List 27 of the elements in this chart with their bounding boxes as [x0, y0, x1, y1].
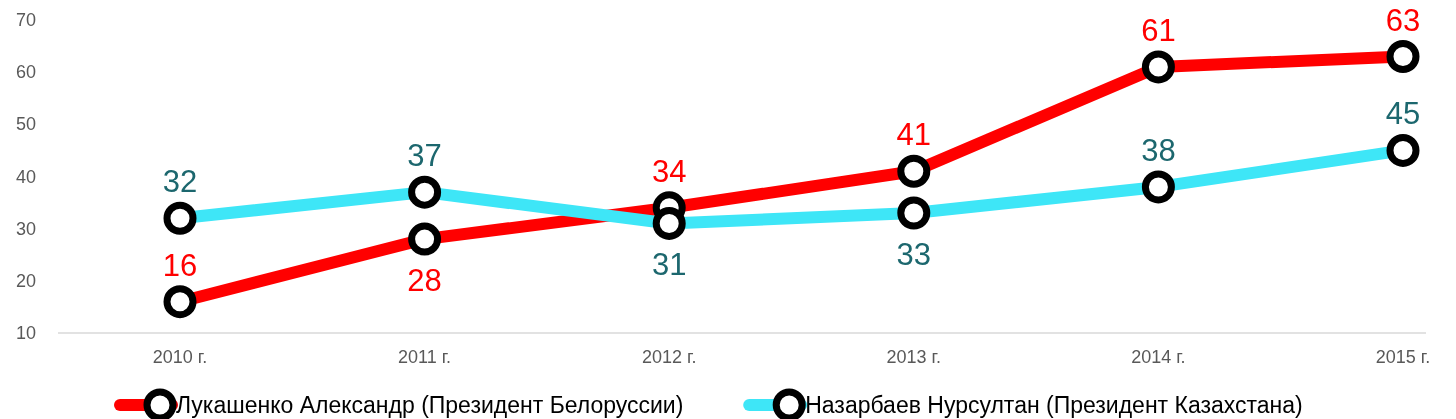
data-label: 16: [162, 247, 198, 283]
data-label: 38: [1141, 132, 1176, 168]
data-label: 45: [1385, 96, 1421, 132]
y-tick-label: 30: [15, 218, 37, 239]
y-tick-label: 60: [15, 62, 37, 83]
y-tick-label: 10: [15, 323, 37, 343]
y-tick-label: 20: [15, 270, 37, 291]
y-tick-label: 40: [15, 166, 37, 187]
data-label: 37: [407, 138, 442, 174]
y-tick-label: 50: [15, 114, 37, 135]
x-tick-label: 2014 г.: [1131, 347, 1186, 367]
data-label: 31: [651, 247, 687, 283]
data-label: 32: [162, 164, 198, 200]
data-label: 63: [1385, 2, 1421, 38]
data-label: 41: [896, 117, 932, 153]
data-label: 33: [896, 237, 932, 273]
x-tick-label: 2010 г.: [152, 347, 208, 367]
x-tick-label: 2012 г.: [641, 347, 697, 367]
data-label: 28: [407, 263, 442, 299]
data-label: 34: [651, 153, 687, 189]
y-tick-label: 70: [15, 10, 37, 30]
legend-label: Лукашенко Александр (Президент Белоруссии): [176, 392, 684, 418]
legend-label: Назарбаев Нурсултан (Президент Казахстана): [805, 392, 1303, 418]
x-tick-label: 2011 г.: [398, 347, 452, 367]
x-tick-label: 2015 г.: [1375, 347, 1431, 367]
data-label: 61: [1141, 12, 1176, 48]
x-tick-label: 2013 г.: [886, 347, 942, 367]
